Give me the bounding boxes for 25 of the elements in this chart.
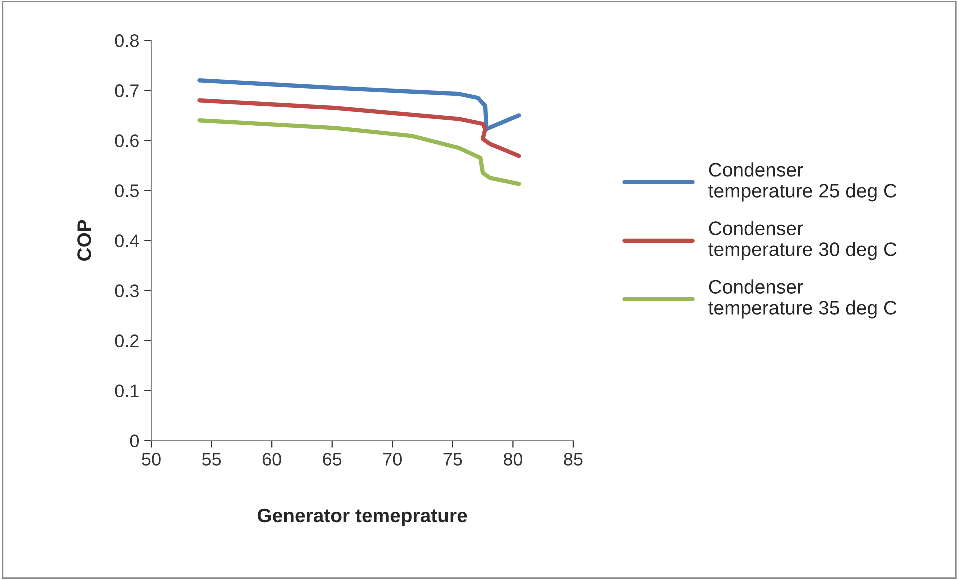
y-tick-label: 0.1 — [115, 384, 139, 398]
y-tick-label: 0.6 — [115, 134, 139, 148]
x-tick-label: 85 — [564, 453, 583, 466]
x-tick-label: 75 — [444, 453, 462, 466]
y-tick-label: 0.8 — [115, 34, 139, 48]
y-tick-label: 0.7 — [115, 84, 139, 98]
legend-label: Condenser temperature 25 deg C — [708, 162, 897, 202]
y-tick-label: 0.5 — [115, 184, 139, 198]
line-series — [198, 78, 522, 132]
x-tick-label: 60 — [262, 453, 282, 466]
x-tick-label: 50 — [142, 453, 161, 466]
y-axis-title: COP — [78, 220, 92, 261]
y-tick-label: 0 — [130, 434, 140, 448]
y-tick-label: 0.3 — [115, 284, 139, 298]
line-series — [198, 98, 522, 158]
x-tick-label: 80 — [504, 453, 523, 466]
x-tick-label: 65 — [323, 453, 342, 466]
y-tick-label: 0.2 — [115, 334, 139, 348]
legend-label: Condenser temperature 35 deg C — [708, 280, 897, 319]
x-axis-title: Generator temeprature — [258, 508, 468, 526]
x-tick-label: 55 — [202, 453, 222, 466]
y-tick-label: 0.4 — [115, 234, 140, 248]
x-tick-label: 70 — [384, 453, 402, 466]
legend-label: Condenser temperature 30 deg C — [708, 221, 897, 260]
line-series — [198, 118, 522, 186]
